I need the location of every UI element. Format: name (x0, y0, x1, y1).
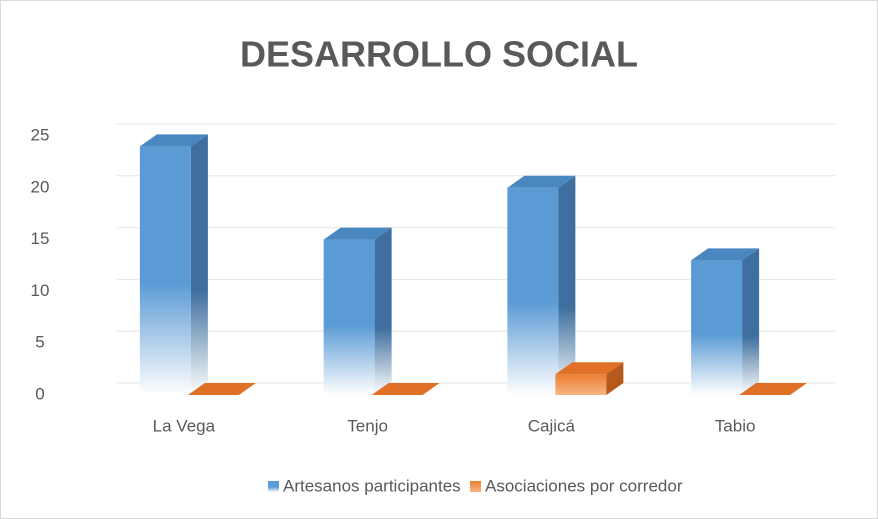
bar-top (323, 227, 392, 240)
legend-swatch (470, 481, 481, 492)
x-tick-label: La Vega (153, 416, 216, 435)
y-tick-label: 15 (31, 229, 50, 248)
legend-swatch (268, 481, 279, 492)
bar-top (691, 248, 760, 261)
bar-front (507, 187, 559, 395)
bar-front (139, 146, 191, 395)
y-tick-label: 5 (35, 333, 44, 352)
bar-side (374, 227, 392, 395)
y-tick-label: 0 (35, 384, 44, 403)
bar-side (190, 134, 208, 396)
bar-front (555, 374, 607, 395)
bar-top (371, 383, 440, 395)
bar-side (558, 175, 576, 395)
bar-top (187, 383, 256, 395)
bar-top (139, 134, 208, 147)
legend-label: Artesanos participantes (283, 476, 461, 495)
x-tick-label: Cajicá (528, 416, 576, 435)
bar-side (606, 362, 624, 395)
bar-top (739, 383, 808, 395)
bar-side (742, 248, 760, 395)
x-tick-label: Tenjo (347, 416, 388, 435)
bar-front (691, 260, 743, 395)
x-tick-label: Tabio (715, 416, 756, 435)
legend-label: Asociaciones por corredor (485, 476, 683, 495)
chart-title: DESARROLLO SOCIAL (240, 34, 638, 75)
bar-top (507, 175, 576, 188)
y-tick-label: 20 (31, 177, 50, 196)
y-tick-label: 10 (31, 281, 50, 300)
y-tick-label: 25 (31, 125, 50, 144)
bar-front (323, 239, 375, 395)
bar-top (555, 362, 624, 375)
